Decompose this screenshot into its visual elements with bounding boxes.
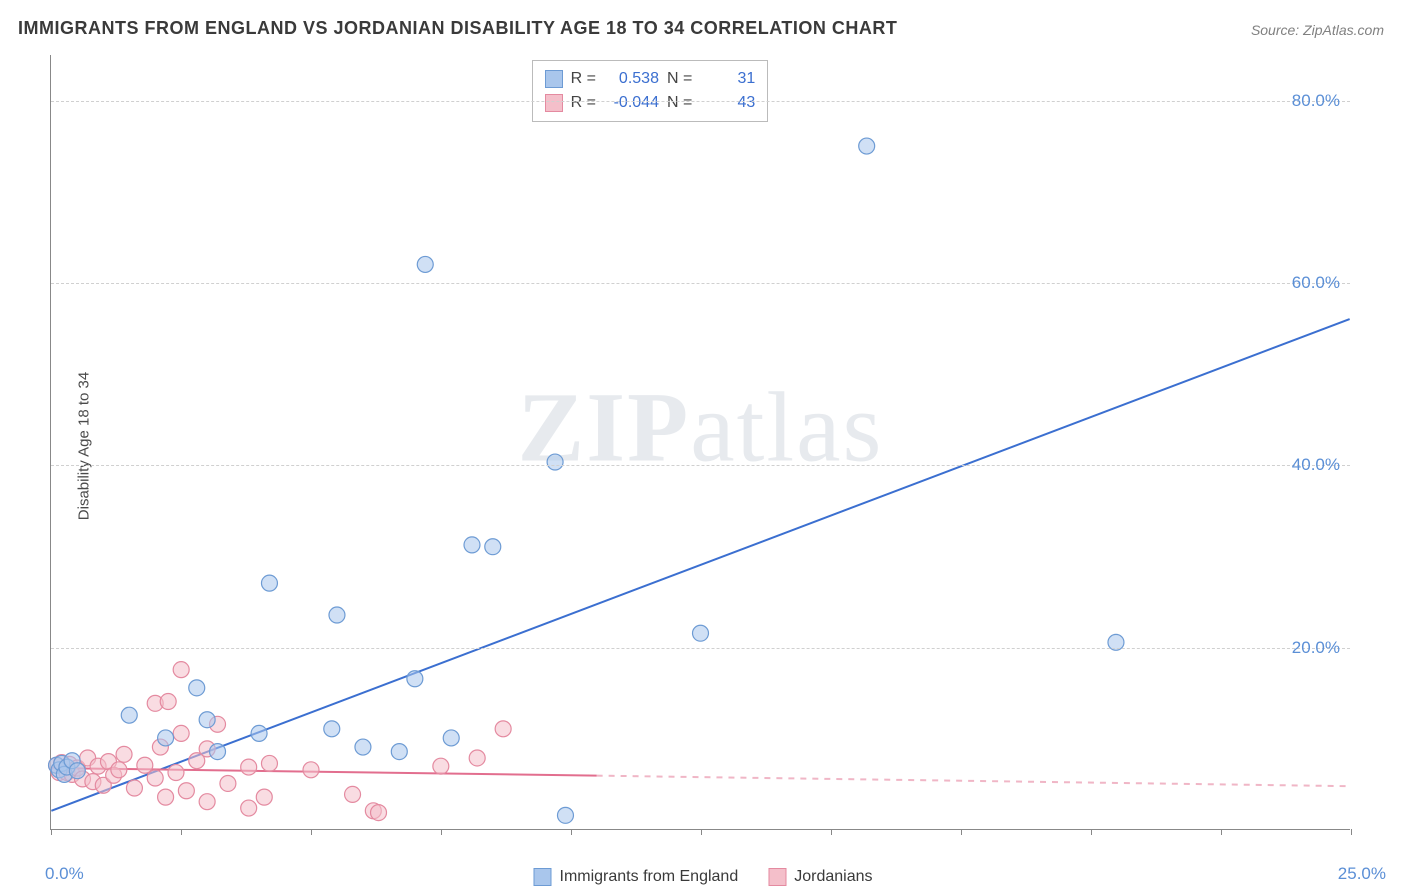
gridline-h <box>51 648 1350 649</box>
y-tick-label: 20.0% <box>1292 638 1340 658</box>
scatter-point <box>464 537 480 553</box>
legend-item-1: Jordanians <box>768 868 872 886</box>
y-tick-label: 40.0% <box>1292 455 1340 475</box>
scatter-point <box>251 725 267 741</box>
x-tick <box>701 829 702 835</box>
chart-title: IMMIGRANTS FROM ENGLAND VS JORDANIAN DIS… <box>18 18 897 39</box>
scatter-point <box>443 730 459 746</box>
legend-bottom-swatch-0 <box>533 868 551 886</box>
scatter-point <box>111 762 127 778</box>
x-tick <box>961 829 962 835</box>
scatter-point <box>69 763 85 779</box>
scatter-point <box>173 725 189 741</box>
scatter-point <box>557 807 573 823</box>
scatter-point <box>116 746 132 762</box>
scatter-point <box>158 789 174 805</box>
x-tick <box>181 829 182 835</box>
scatter-point <box>495 721 511 737</box>
scatter-point <box>391 744 407 760</box>
scatter-point <box>469 750 485 766</box>
scatter-point <box>324 721 340 737</box>
scatter-point <box>220 775 236 791</box>
scatter-point <box>178 783 194 799</box>
scatter-point <box>303 762 319 778</box>
regression-line-1 <box>51 768 596 776</box>
regression-line-1-dashed <box>597 776 1350 787</box>
scatter-point <box>160 694 176 710</box>
source-value: ZipAtlas.com <box>1303 22 1384 38</box>
regression-line-0 <box>51 319 1349 811</box>
legend-item-0: Immigrants from England <box>533 868 738 886</box>
x-tick <box>1221 829 1222 835</box>
x-tick <box>1091 829 1092 835</box>
x-axis-start-label: 0.0% <box>45 864 84 884</box>
x-tick <box>51 829 52 835</box>
scatter-point <box>241 759 257 775</box>
x-tick <box>831 829 832 835</box>
legend-bottom-label-1: Jordanians <box>794 868 872 886</box>
scatter-point <box>407 671 423 687</box>
legend-bottom-swatch-1 <box>768 868 786 886</box>
x-tick <box>571 829 572 835</box>
y-tick-label: 60.0% <box>1292 273 1340 293</box>
scatter-point <box>417 256 433 272</box>
scatter-point <box>158 730 174 746</box>
series-legend: Immigrants from England Jordanians <box>533 868 872 886</box>
scatter-point <box>210 744 226 760</box>
gridline-h <box>51 465 1350 466</box>
scatter-point <box>199 794 215 810</box>
scatter-point <box>693 625 709 641</box>
scatter-point <box>355 739 371 755</box>
scatter-point <box>547 454 563 470</box>
x-tick <box>1351 829 1352 835</box>
source-attribution: Source: ZipAtlas.com <box>1251 22 1384 38</box>
scatter-point <box>126 780 142 796</box>
scatter-point <box>241 800 257 816</box>
scatter-point <box>329 607 345 623</box>
gridline-h <box>51 101 1350 102</box>
scatter-point <box>199 712 215 728</box>
x-tick <box>311 829 312 835</box>
plot-area: ZIPatlas R = 0.538 N = 31 R = -0.044 N =… <box>50 55 1350 830</box>
y-tick-label: 80.0% <box>1292 91 1340 111</box>
scatter-point <box>261 755 277 771</box>
scatter-point <box>859 138 875 154</box>
scatter-point <box>485 539 501 555</box>
scatter-point <box>261 575 277 591</box>
legend-bottom-label-0: Immigrants from England <box>559 868 738 886</box>
scatter-point <box>121 707 137 723</box>
scatter-point <box>173 662 189 678</box>
plot-svg <box>51 55 1350 829</box>
gridline-h <box>51 283 1350 284</box>
source-label: Source: <box>1251 22 1303 38</box>
scatter-point <box>256 789 272 805</box>
x-tick <box>441 829 442 835</box>
scatter-point <box>345 786 361 802</box>
scatter-point <box>371 805 387 821</box>
scatter-point <box>433 758 449 774</box>
scatter-point <box>147 770 163 786</box>
scatter-point <box>137 757 153 773</box>
scatter-point <box>168 765 184 781</box>
scatter-point <box>189 680 205 696</box>
x-axis-end-label: 25.0% <box>1338 864 1386 884</box>
